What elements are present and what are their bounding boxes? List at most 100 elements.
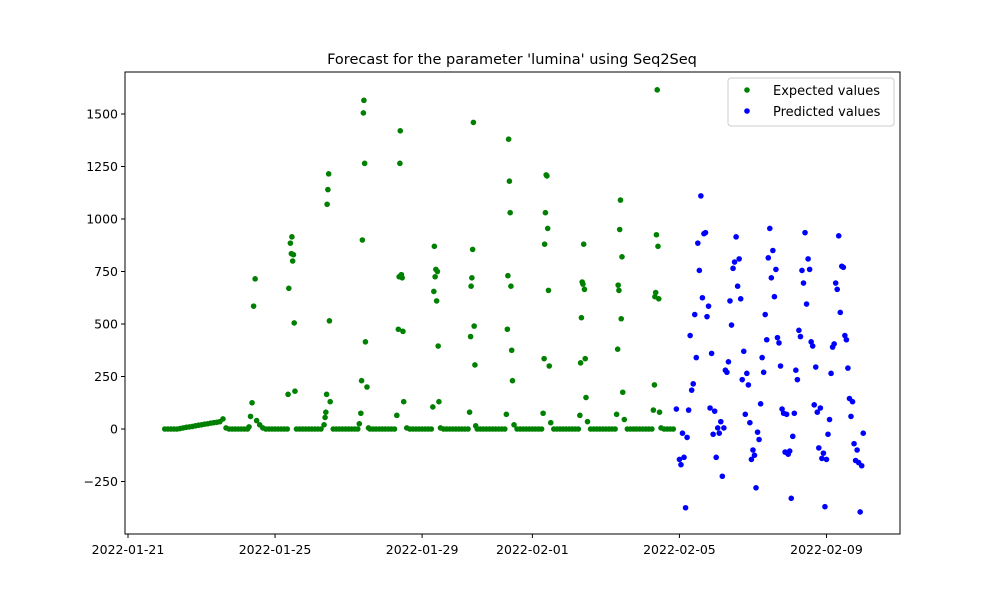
data-point-expected (291, 320, 297, 326)
y-tick-label: 1000 (86, 212, 118, 227)
data-point-predicted (724, 369, 730, 376)
data-point-predicted (702, 229, 709, 236)
data-point-expected (326, 318, 333, 324)
data-point-predicted (708, 350, 715, 357)
data-point-predicted (750, 447, 756, 453)
data-point-expected (584, 418, 591, 425)
data-point-predicted (705, 303, 712, 309)
data-point-expected (651, 382, 658, 388)
data-point-predicted (858, 462, 865, 469)
data-point-predicted (685, 407, 692, 413)
data-point-expected (469, 246, 476, 253)
data-point-expected (431, 243, 438, 250)
data-point-predicted (812, 364, 819, 370)
data-point-predicted (803, 301, 810, 307)
x-tick-label: 2022-02-05 (643, 542, 716, 557)
data-point-predicted (799, 267, 805, 274)
data-point-predicted (737, 296, 744, 302)
data-point-predicted (822, 503, 828, 510)
x-tick-label: 2022-01-21 (92, 542, 165, 557)
data-point-expected (538, 426, 545, 432)
data-point-expected (397, 128, 404, 134)
data-point-expected (323, 409, 329, 416)
data-point-expected (508, 347, 515, 354)
data-point-expected (399, 275, 405, 281)
data-point-predicted (834, 286, 840, 293)
data-point-expected (289, 258, 296, 264)
data-point-predicted (734, 283, 741, 290)
data-point-predicted (802, 229, 808, 236)
data-point-expected (467, 333, 474, 340)
data-point-expected (655, 296, 662, 302)
y-tick-label: 1500 (86, 107, 118, 122)
data-point-expected (546, 363, 553, 369)
data-point-expected (466, 409, 473, 416)
data-point-predicted (840, 264, 847, 271)
data-point-expected (504, 326, 511, 333)
data-point-expected (471, 323, 477, 329)
data-point-expected (544, 173, 550, 179)
data-point-expected (541, 355, 547, 362)
data-point-expected (472, 362, 478, 368)
data-point-predicted (779, 406, 785, 412)
data-point-predicted (797, 333, 804, 340)
y-tick-label: 0 (110, 422, 118, 437)
data-point-expected (253, 417, 260, 424)
data-point-predicted (754, 429, 761, 435)
data-point-expected (656, 409, 663, 416)
data-point-expected (544, 225, 551, 232)
data-point-expected (394, 412, 400, 419)
data-point-predicted (742, 411, 749, 418)
x-tick-label: 2022-02-09 (790, 542, 863, 557)
data-point-predicted (693, 354, 700, 361)
data-point-predicted (765, 255, 772, 261)
data-point-predicted (825, 431, 831, 438)
data-point-predicted (681, 454, 687, 461)
data-point-expected (400, 328, 406, 335)
data-point-predicted (806, 266, 813, 273)
data-point-predicted (786, 448, 793, 454)
data-point-expected (220, 416, 226, 422)
data-point-expected (470, 119, 477, 126)
data-point-expected (547, 419, 554, 426)
data-point-expected (362, 339, 369, 345)
data-point-expected (511, 422, 517, 428)
data-point-expected (249, 399, 255, 406)
data-point-predicted (695, 240, 701, 246)
data-point-expected (613, 411, 620, 418)
data-point-expected (434, 268, 441, 275)
data-point-predicted (725, 359, 732, 365)
data-point-predicted (837, 309, 844, 316)
data-point-predicted (789, 433, 796, 440)
data-point-expected (358, 377, 365, 384)
data-point-expected (361, 160, 368, 167)
data-point-predicted (823, 456, 830, 463)
data-point-expected (285, 391, 291, 398)
legend-marker-expected (744, 87, 750, 93)
data-point-predicted (857, 509, 863, 515)
data-point-predicted (678, 461, 684, 468)
data-point-expected (503, 411, 510, 418)
data-point-expected (581, 286, 588, 293)
data-point-expected (580, 281, 586, 287)
data-point-predicted (819, 455, 825, 462)
data-point-expected (583, 394, 589, 401)
data-point-expected (358, 410, 364, 417)
data-point-expected (325, 186, 331, 193)
data-point-expected (621, 416, 628, 423)
data-point-expected (508, 283, 514, 290)
data-point-expected (252, 276, 258, 282)
data-point-predicted (831, 341, 837, 347)
data-point-expected (397, 160, 403, 167)
data-point-predicted (688, 387, 695, 393)
data-point-predicted (745, 382, 752, 388)
data-point-expected (436, 398, 442, 405)
data-point-predicted (768, 275, 775, 281)
data-point-predicted (851, 440, 857, 447)
data-point-expected (614, 346, 621, 353)
data-point-predicted (794, 376, 801, 383)
data-point-expected (391, 426, 398, 432)
data-point-expected (284, 426, 291, 432)
y-tick-label: 250 (94, 369, 118, 384)
data-point-expected (615, 282, 621, 288)
